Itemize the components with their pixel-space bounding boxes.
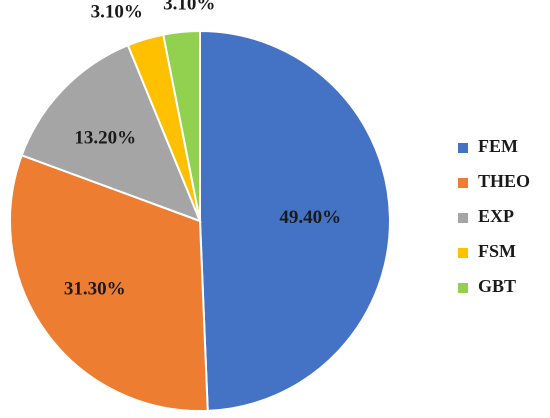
pie-slice-theo: [9, 154, 209, 412]
pie-data-labels: 49.40% 31.30% 13.20% 3.10% 3.10%: [64, 0, 341, 300]
legend-swatch-exp: [458, 213, 468, 223]
data-label-fsm: 3.10%: [91, 2, 143, 23]
legend: FEM THEO EXP FSM GBT: [458, 136, 530, 296]
legend-item-fem: FEM: [458, 136, 518, 156]
legend-item-exp: EXP: [458, 206, 514, 226]
pie-slice-fem: [199, 29, 391, 412]
legend-swatch-fsm: [458, 248, 468, 258]
legend-label-theo: THEO: [478, 171, 530, 191]
legend-item-theo: THEO: [458, 171, 530, 191]
pie-slice-exp: [20, 43, 202, 223]
legend-swatch-fem: [458, 143, 468, 153]
legend-swatch-gbt: [458, 283, 468, 293]
legend-label-gbt: GBT: [478, 276, 516, 296]
legend-swatch-theo: [458, 178, 468, 188]
data-label-fem: 49.40%: [279, 207, 341, 228]
data-label-gbt: 3.10%: [163, 0, 215, 15]
legend-label-fem: FEM: [478, 136, 518, 156]
legend-label-fsm: FSM: [478, 241, 516, 261]
pie-slices: [9, 29, 391, 412]
legend-label-exp: EXP: [478, 206, 514, 226]
legend-item-gbt: GBT: [458, 276, 516, 296]
data-label-exp: 13.20%: [74, 128, 136, 149]
data-label-theo: 31.30%: [64, 279, 126, 300]
legend-item-fsm: FSM: [458, 241, 516, 261]
pie-slice-gbt: [162, 29, 201, 222]
